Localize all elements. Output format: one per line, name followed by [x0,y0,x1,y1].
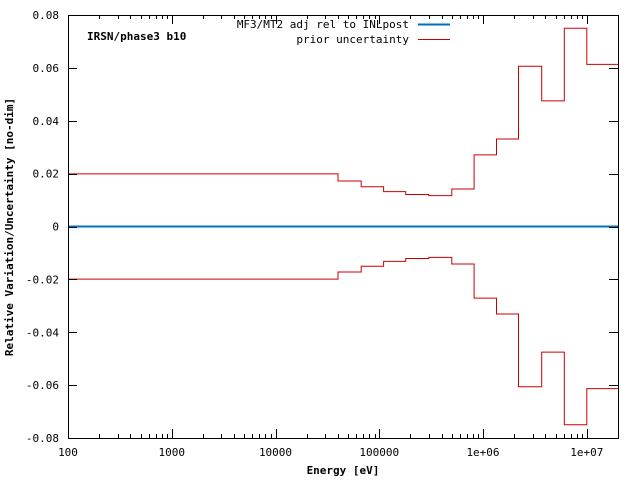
legend: MF3/MT2 adj rel to INLpost prior uncertai… [237,18,450,46]
y-tick-label: 0.06 [33,62,60,75]
x-tick-label: 100 [58,446,78,459]
legend-label: MF3/MT2 adj rel to INLpost [237,18,409,31]
y-tick-label: 0 [52,221,59,234]
y-tick-label: -0.06 [26,379,59,392]
y-tick-label: -0.02 [26,273,59,286]
x-tick-label: 1e+06 [466,446,499,459]
x-axis-label: Energy [eV] [307,464,380,477]
chart-title: IRSN/phase3 b10 [87,30,186,43]
series-prior-uncertainty-lower [68,256,618,426]
y-tick-label: -0.04 [26,326,59,339]
legend-label: prior uncertainty [296,33,409,46]
x-tick-label: 10000 [259,446,292,459]
y-axis-label: Relative Variation/Uncertainty [no-dim] [3,98,16,356]
y-tick-label: 0.08 [33,9,60,22]
x-tick-label: 1e+07 [570,446,603,459]
x-tick-label: 100000 [359,446,399,459]
series-prior-uncertainty-upper [68,27,618,197]
y-tick-label: -0.08 [26,432,59,445]
y-tick-label: 0.04 [33,115,60,128]
plot-area [68,27,618,426]
x-tick-label: 1000 [159,446,186,459]
axis-ticks: 100 1000 10000 100000 1e+06 1e+07 0.08 0.06 0.04… [26,9,618,459]
y-tick-label: 0.02 [33,168,60,181]
